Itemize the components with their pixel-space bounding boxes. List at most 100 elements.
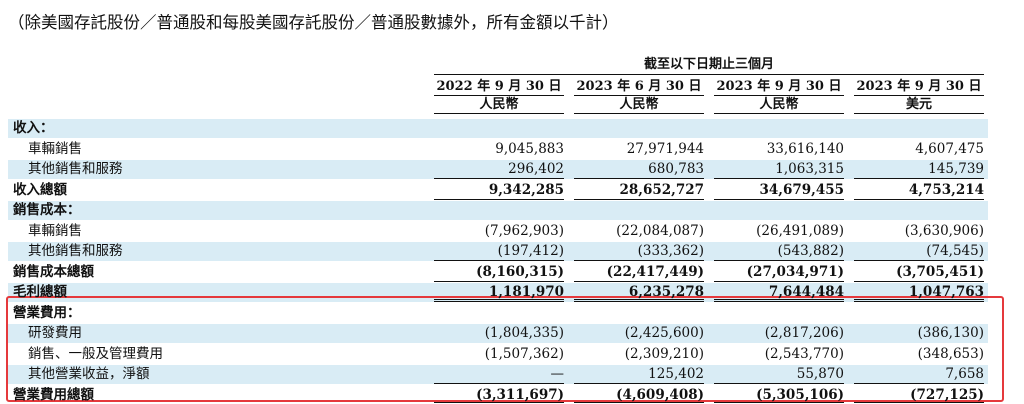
period-header: 截至以下日期止三個月 (643, 57, 774, 72)
value-cell: (2,543,770) (764, 345, 844, 362)
subtotal-rule (854, 260, 984, 261)
row-label: 車輛銷售 (28, 222, 82, 239)
row-label: 其他銷售和服務 (28, 243, 123, 259)
value-cell: 6,235,278 (628, 284, 704, 300)
value-cell: (8,160,315) (476, 263, 564, 280)
subtotal-rule (574, 178, 704, 179)
subtotal-rule (714, 383, 844, 384)
value-cell: 28,652,727 (619, 181, 704, 198)
table-row: 銷售、一般及管理費用 (1,507,362) (2,309,210) (2,543,7… (8, 344, 988, 365)
column-header-4: 2023 年 9 月 30 日 美元 (854, 78, 984, 112)
value-cell: 7,644,484 (768, 284, 844, 300)
total-double-rule (574, 299, 704, 302)
value-cell: (543,882) (777, 243, 844, 259)
value-cell: (26,491,089) (756, 222, 844, 239)
row-label: 營業費用： (13, 304, 81, 321)
row-label: 其他銷售和服務 (28, 161, 123, 177)
subtotal-rule (854, 383, 984, 384)
row-label: 收入： (13, 120, 54, 136)
value-cell: (22,417,449) (606, 263, 704, 280)
value-cell: 4,753,214 (908, 181, 984, 198)
subtotal-rule (714, 260, 844, 261)
total-double-rule (714, 299, 844, 302)
period-underline (434, 74, 984, 75)
table-row: 其他營業收益，淨額 — 125,402 55,870 7,658 (8, 364, 988, 385)
value-cell: (3,705,451) (896, 263, 984, 280)
table-row: 車輛銷售 (7,962,903) (22,084,087) (26,491,089) (… (8, 221, 988, 242)
header-underline (434, 113, 564, 114)
value-cell: (3,311,697) (476, 386, 564, 403)
table-row: 收入總額 9,342,285 28,652,727 34,679,455 4,753,2… (8, 180, 988, 201)
income-statement-table: 收入： 車輛銷售 9,045,883 27,971,944 33,616,140 4,60… (8, 118, 988, 404)
value-cell: (27,034,971) (746, 263, 844, 280)
total-double-rule (434, 299, 564, 302)
value-cell: (1,507,362) (484, 345, 564, 362)
header-underline (854, 113, 984, 114)
subtotal-rule (854, 198, 984, 200)
value-cell: — (550, 366, 565, 382)
column-date: 2023 年 9 月 30 日 (716, 79, 842, 94)
row-label: 研發費用 (28, 325, 82, 341)
value-cell: (22,084,087) (616, 222, 704, 239)
row-label: 毛利總額 (13, 284, 67, 300)
total-double-rule (574, 401, 704, 404)
subtotal-rule (574, 383, 704, 384)
value-cell: 296,402 (508, 161, 564, 177)
total-double-rule (854, 299, 984, 302)
header-underline (714, 113, 844, 114)
subtotal-rule (714, 280, 844, 282)
value-cell: (2,309,210) (624, 345, 704, 362)
row-label: 營業費用總額 (13, 386, 94, 403)
value-cell: (7,962,903) (484, 222, 564, 239)
table-row: 其他銷售和服務 296,402 680,783 1,063,315 145,739 (8, 159, 988, 180)
value-cell: 1,181,970 (488, 284, 564, 300)
value-cell: (727,125) (910, 386, 984, 403)
table-row: 收入： (8, 118, 988, 139)
subtotal-rule (434, 178, 564, 179)
column-unit: 人民幣 (714, 95, 844, 112)
subtotal-rule (434, 198, 564, 200)
row-label: 銷售成本： (13, 202, 81, 218)
column-unit: 美元 (854, 95, 984, 112)
value-cell: (2,817,206) (764, 325, 844, 341)
column-date: 2022 年 9 月 30 日 (436, 79, 562, 94)
subtotal-rule (434, 383, 564, 384)
value-cell: 9,045,883 (495, 140, 564, 157)
row-label: 其他營業收益，淨額 (28, 366, 150, 382)
value-cell: (197,412) (497, 243, 564, 259)
value-cell: (1,804,335) (484, 325, 564, 341)
total-double-rule (714, 401, 844, 404)
header-underline (574, 113, 704, 114)
column-date: 2023 年 6 月 30 日 (576, 79, 702, 94)
table-row: 營業費用總額 (3,311,697) (4,609,408) (5,305,106) (… (8, 385, 988, 404)
column-header-3: 2023 年 9 月 30 日 人民幣 (714, 78, 844, 112)
subtotal-rule (574, 198, 704, 200)
value-cell: (386,130) (917, 325, 984, 341)
value-cell: 145,739 (928, 161, 984, 177)
subtotal-rule (714, 198, 844, 200)
value-cell: (2,425,600) (624, 325, 704, 341)
subtotal-rule (714, 178, 844, 179)
value-cell: 34,679,455 (759, 181, 844, 198)
highlight-box-operating-expenses (6, 296, 1004, 402)
value-cell: 9,342,285 (488, 181, 564, 198)
total-double-rule (434, 401, 564, 404)
value-cell: 1,063,315 (775, 161, 844, 177)
table-row: 銷售成本總額 (8,160,315) (22,417,449) (27,034,971… (8, 262, 988, 283)
value-cell: (3,630,906) (904, 222, 984, 239)
value-cell: 4,607,475 (915, 140, 984, 157)
value-cell: 125,402 (648, 366, 704, 382)
subtotal-rule (434, 280, 564, 282)
value-cell: 33,616,140 (766, 140, 844, 157)
value-cell: 680,783 (648, 161, 704, 177)
value-cell: 27,971,944 (626, 140, 704, 157)
table-row: 銷售成本： (8, 200, 988, 221)
value-cell: 55,870 (796, 366, 844, 382)
table-row: 營業費用： (8, 303, 988, 324)
value-cell: (4,609,408) (616, 386, 704, 403)
value-cell: (74,545) (926, 243, 984, 259)
table-row: 其他銷售和服務 (197,412) (333,362) (543,882) (74,54… (8, 241, 988, 262)
value-cell: 1,047,763 (908, 284, 984, 300)
value-cell: (333,362) (637, 243, 704, 259)
subtotal-rule (574, 280, 704, 282)
